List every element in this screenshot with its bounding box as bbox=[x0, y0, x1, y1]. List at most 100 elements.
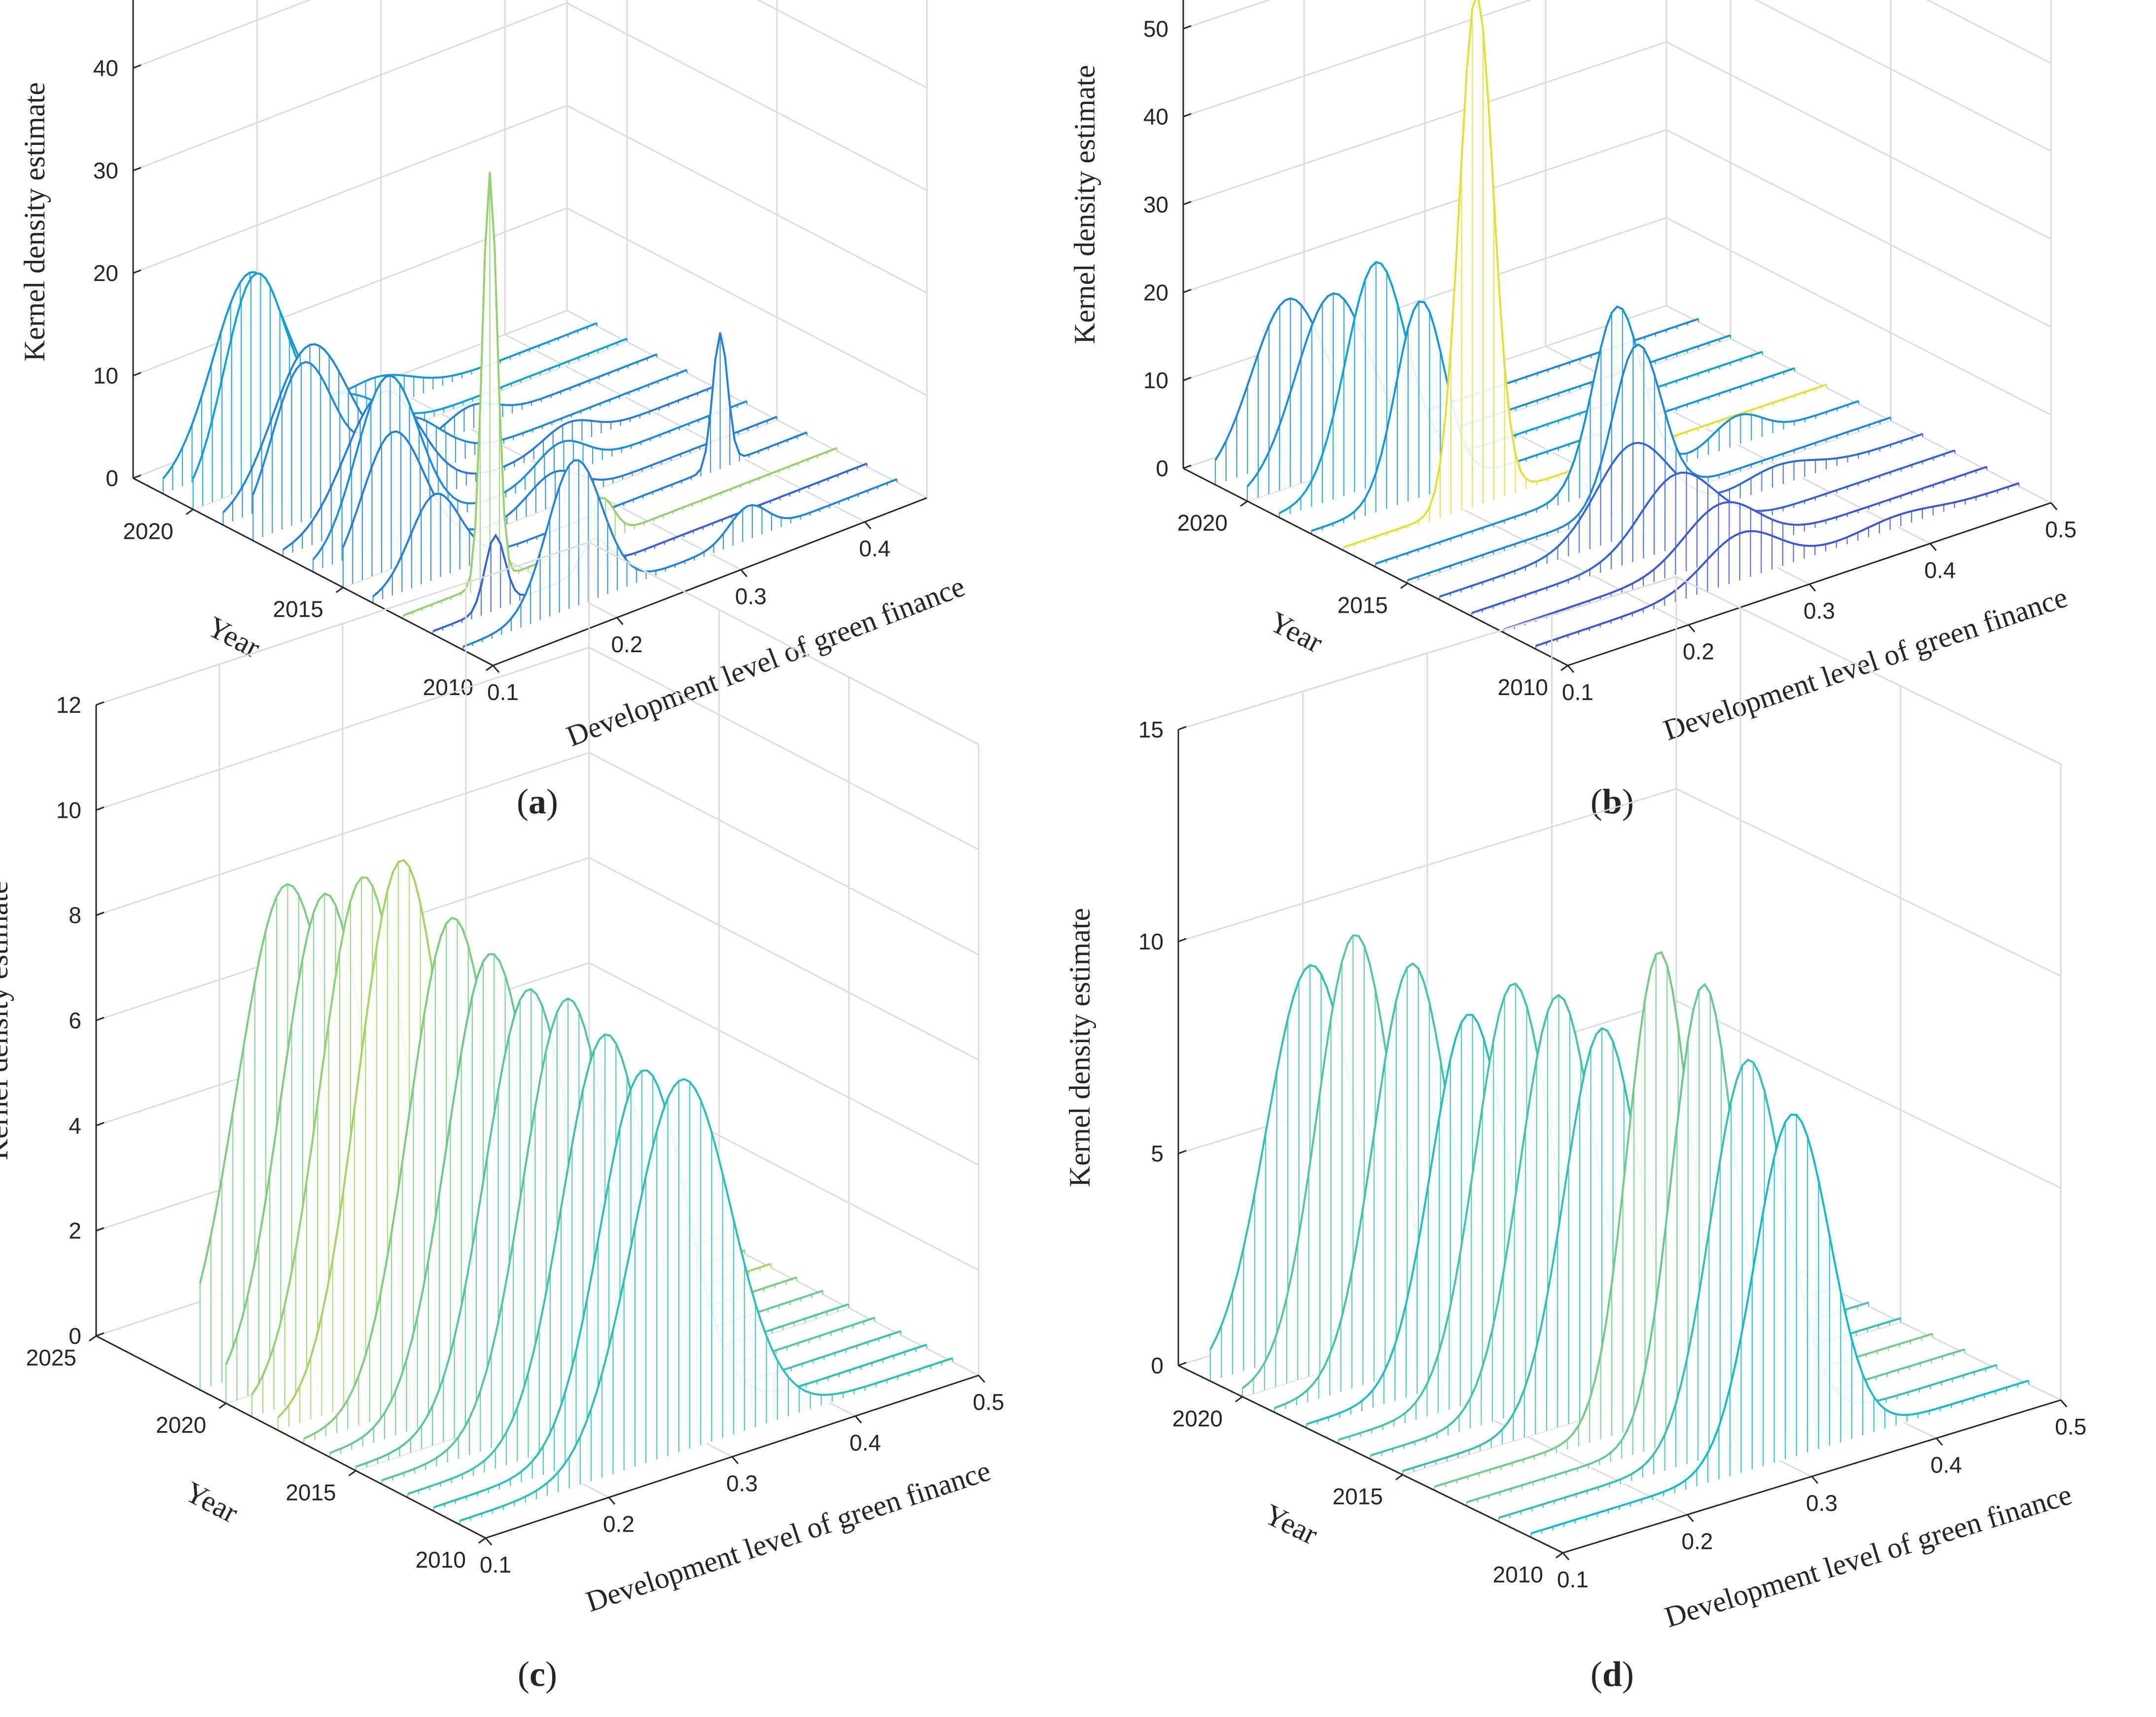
ticks-d: 0.1 0.2 0.3 0.4 0.5 2010 2015 2020 0 5 10 15 bbox=[1138, 717, 2086, 1592]
x-tick-label-a: 0.2 bbox=[611, 631, 642, 657]
surface-c bbox=[199, 859, 954, 1525]
x-tick-label-b: 0.3 bbox=[1803, 598, 1835, 624]
series-line-d-2013 bbox=[1466, 982, 1965, 1504]
x-tick-label-d: 0.4 bbox=[1931, 1452, 1962, 1478]
y-tick-label-a: 2020 bbox=[123, 518, 173, 544]
panel-caption-d: (d) bbox=[1590, 1654, 1634, 1694]
z-tick-label-d: 5 bbox=[1151, 1141, 1164, 1166]
z-tick-label-b: 10 bbox=[1143, 368, 1168, 393]
z-tick-label-a: 20 bbox=[93, 260, 118, 286]
x-tick-label-b: 0.5 bbox=[2045, 517, 2077, 542]
surface-slice-d-2011 bbox=[1531, 1115, 2029, 1538]
x-tick-label-a: 0.4 bbox=[859, 536, 890, 561]
z-axis-label-b: Kernel density estimate bbox=[1068, 65, 1101, 344]
z-tick-label-c: 8 bbox=[69, 903, 81, 928]
surface-slice-d-2018 bbox=[1307, 1015, 1804, 1428]
series-line-a-2015 bbox=[342, 416, 778, 548]
x-tick-label-b: 0.2 bbox=[1683, 639, 1714, 665]
z-tick-label-d: 15 bbox=[1138, 717, 1164, 742]
y-tick-label-b: 2020 bbox=[1177, 510, 1228, 536]
z-axis-label-a: Kernel density estimate bbox=[18, 82, 51, 361]
x-tick-label-d: 0.2 bbox=[1682, 1529, 1713, 1554]
x-tick-label-c: 0.5 bbox=[973, 1389, 1004, 1415]
panel-caption-a: (a) bbox=[517, 782, 558, 821]
z-tick-label-b: 0 bbox=[1156, 456, 1168, 481]
panel-caption-b: (b) bbox=[1590, 782, 1634, 821]
z-tick-label-a: 0 bbox=[106, 465, 118, 491]
x-axis-label-c: Development level of green finance bbox=[582, 1454, 994, 1618]
y-tick-label-c: 2020 bbox=[156, 1412, 206, 1438]
z-tick-label-c: 12 bbox=[56, 692, 81, 718]
series-line-b-2019 bbox=[1279, 261, 1763, 514]
surface-slice-c-2011 bbox=[459, 1079, 953, 1525]
panel-letter-c: c bbox=[530, 1654, 545, 1694]
y-tick-label-a: 2015 bbox=[273, 596, 323, 622]
y-tick-label-c: 2010 bbox=[416, 1547, 466, 1573]
y-tick-label-c: 2025 bbox=[26, 1345, 76, 1370]
surface-a bbox=[162, 172, 898, 650]
y-axis-label-d: Year bbox=[1260, 1498, 1323, 1551]
series-line-a-2018 bbox=[252, 361, 688, 495]
series-line-d-2011 bbox=[1530, 1114, 2029, 1535]
z-tick-label-b: 50 bbox=[1143, 16, 1168, 41]
x-tick-label-c: 0.2 bbox=[603, 1511, 635, 1537]
surface-d bbox=[1209, 934, 2030, 1538]
y-tick-label-a: 2010 bbox=[423, 674, 473, 700]
series-line-b-2015 bbox=[1407, 343, 1891, 581]
y-tick-label-b: 2010 bbox=[1498, 674, 1548, 700]
z-tick-label-c: 0 bbox=[69, 1323, 81, 1349]
x-tick-label-b: 0.1 bbox=[1562, 679, 1593, 705]
series-line-b-2012 bbox=[1503, 466, 1987, 631]
x-tick-label-a: 0.1 bbox=[487, 679, 519, 705]
z-axis-label-d: Kernel density estimate bbox=[1063, 908, 1096, 1187]
z-tick-label-a: 10 bbox=[93, 363, 118, 388]
series-line-b-2016 bbox=[1375, 305, 1859, 565]
z-tick-label-b: 20 bbox=[1143, 280, 1168, 305]
x-tick-label-c: 0.1 bbox=[480, 1552, 511, 1577]
z-tick-label-c: 2 bbox=[69, 1218, 81, 1244]
panel-letter-d: d bbox=[1602, 1654, 1622, 1694]
panel-a: 0.10.20.30.420102015202001020304050Devel… bbox=[18, 0, 969, 821]
z-tick-label-d: 0 bbox=[1151, 1353, 1164, 1378]
x-tick-label-c: 0.4 bbox=[849, 1430, 881, 1456]
series-line-a-2012 bbox=[432, 462, 868, 632]
x-tick-label-c: 0.3 bbox=[726, 1471, 758, 1496]
series-line-a-2016 bbox=[312, 374, 747, 561]
series-line-c-2011 bbox=[459, 1078, 953, 1522]
series-line-b-2011 bbox=[1535, 482, 2019, 647]
z-tick-label-c: 10 bbox=[56, 797, 81, 823]
x-axis-label-b: Development level of green finance bbox=[1660, 581, 2072, 747]
series-line-a-2013 bbox=[402, 172, 838, 617]
surface-slice-b-2017 bbox=[1343, 0, 1827, 551]
x-tick-label-a: 0.3 bbox=[735, 584, 767, 609]
x-tick-label-b: 0.4 bbox=[1924, 558, 1956, 583]
series-line-a-2011 bbox=[462, 459, 897, 648]
y-axis-label-b: Year bbox=[1265, 605, 1328, 659]
ticks-b: 0.10.20.30.40.52010201520200102030405060 bbox=[1143, 16, 2077, 705]
x-tick-label-d: 0.3 bbox=[1806, 1490, 1838, 1516]
y-tick-label-b: 2015 bbox=[1338, 592, 1388, 618]
z-tick-label-c: 4 bbox=[69, 1113, 81, 1138]
z-tick-label-c: 6 bbox=[69, 1008, 81, 1033]
x-tick-label-d: 0.5 bbox=[2055, 1414, 2086, 1439]
surface-slice-c-2014 bbox=[382, 998, 875, 1484]
z-tick-label-d: 10 bbox=[1138, 929, 1164, 954]
surface-slice-d-2019 bbox=[1274, 963, 1772, 1412]
series-line-d-2012 bbox=[1498, 1058, 1997, 1519]
z-axis-label-c: Kernel density estimate bbox=[0, 881, 14, 1160]
z-tick-label-a: 40 bbox=[93, 55, 118, 81]
y-axis-label-c: Year bbox=[180, 1475, 244, 1529]
panel-d: 0.1 0.2 0.3 0.4 0.5 2010 2015 2020 0 5 10 15 Develop… bbox=[1063, 576, 2086, 1694]
z-tick-label-b: 40 bbox=[1143, 104, 1168, 130]
panel-caption-c: (c) bbox=[518, 1654, 557, 1694]
surface-b bbox=[1214, 0, 2020, 649]
z-tick-label-b: 30 bbox=[1143, 192, 1168, 217]
axis-labels-b: Development level of green finance Year Ke… bbox=[1068, 65, 2072, 747]
y-tick-label-d: 2020 bbox=[1172, 1405, 1223, 1431]
series-line-b-2013 bbox=[1471, 449, 1955, 614]
ticks-a: 0.10.20.30.420102015202001020304050 bbox=[93, 55, 890, 705]
panel-letter-a: a bbox=[529, 782, 546, 821]
panel-letter-b: b bbox=[1602, 782, 1622, 821]
